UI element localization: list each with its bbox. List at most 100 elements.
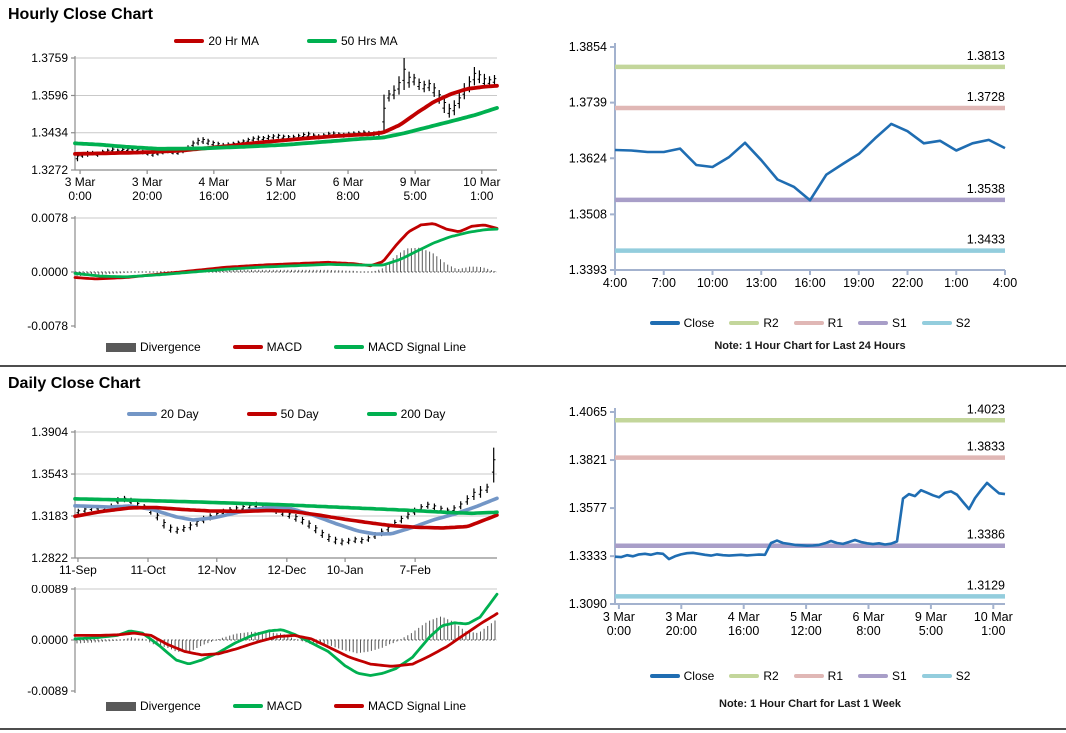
svg-text:1.3813: 1.3813 bbox=[967, 49, 1005, 63]
svg-text:16:00: 16:00 bbox=[794, 276, 825, 290]
svg-text:16:00: 16:00 bbox=[199, 189, 229, 203]
svg-text:-0.0089: -0.0089 bbox=[27, 684, 68, 697]
svg-text:19:00: 19:00 bbox=[843, 276, 874, 290]
svg-text:5 Mar: 5 Mar bbox=[790, 610, 822, 624]
legend-item-r2: R2 bbox=[729, 669, 779, 683]
svg-text:1.3833: 1.3833 bbox=[967, 440, 1005, 454]
legend-label: S2 bbox=[955, 316, 971, 330]
legend-swatch bbox=[334, 704, 364, 708]
legend-label: Close bbox=[683, 669, 715, 683]
legend-item-20-hr-ma: 20 Hr MA bbox=[174, 34, 259, 48]
hourly-pivot-note: Note: 1 Hour Chart for Last 24 Hours bbox=[714, 340, 906, 352]
legend-item-s1: S1 bbox=[858, 669, 907, 683]
svg-text:-0.0078: -0.0078 bbox=[27, 319, 68, 333]
hourly-pivot-section: 1.3854 1.3739 1.3624 1.3508 1.3393 4:00 7:00 10… bbox=[533, 0, 1066, 365]
svg-text:1.3508: 1.3508 bbox=[569, 207, 607, 221]
daily-macd-legend: Divergence MACD MACD Signal Line bbox=[75, 699, 497, 713]
legend-item-macd: MACD bbox=[232, 699, 302, 713]
svg-text:12-Dec: 12-Dec bbox=[268, 563, 307, 577]
svg-text:1.2822: 1.2822 bbox=[31, 551, 68, 565]
svg-text:1.3596: 1.3596 bbox=[31, 88, 68, 102]
svg-text:7:00: 7:00 bbox=[652, 276, 676, 290]
svg-text:4:00: 4:00 bbox=[993, 276, 1017, 290]
legend-label: 200 Day bbox=[400, 407, 446, 421]
legend-label: R1 bbox=[827, 316, 843, 330]
legend-swatch bbox=[921, 674, 952, 678]
legend-swatch bbox=[126, 412, 157, 416]
svg-text:6 Mar: 6 Mar bbox=[333, 175, 364, 189]
legend-label: S1 bbox=[892, 316, 907, 330]
svg-text:0.0089: 0.0089 bbox=[31, 585, 68, 596]
legend-item-close: Close bbox=[649, 669, 715, 683]
legend-item-macd: MACD bbox=[232, 340, 302, 354]
legend-swatch bbox=[307, 39, 337, 43]
svg-text:4 Mar: 4 Mar bbox=[198, 175, 229, 189]
svg-text:1:00: 1:00 bbox=[944, 276, 968, 290]
legend-item-r1: R1 bbox=[793, 316, 843, 330]
hourly-pivot-legend: Close R2 R1 S1 S2 bbox=[615, 316, 1005, 330]
svg-text:12-Nov: 12-Nov bbox=[197, 563, 236, 577]
legend-item-macd-signal-line: MACD Signal Line bbox=[334, 340, 466, 354]
svg-text:1.3386: 1.3386 bbox=[967, 528, 1005, 542]
svg-text:4:00: 4:00 bbox=[603, 276, 627, 290]
svg-text:8:00: 8:00 bbox=[336, 189, 360, 203]
weekly-pivot-note: Note: 1 Hour Chart for Last 1 Week bbox=[719, 698, 901, 710]
legend-item-s1: S1 bbox=[858, 316, 907, 330]
svg-text:10-Jan: 10-Jan bbox=[327, 563, 364, 577]
legend-item-r2: R2 bbox=[729, 316, 779, 330]
legend-item-50-hrs-ma: 50 Hrs MA bbox=[307, 34, 398, 48]
svg-text:3 Mar: 3 Mar bbox=[665, 610, 697, 624]
svg-text:1.3854: 1.3854 bbox=[569, 40, 607, 54]
legend-swatch bbox=[858, 674, 888, 678]
daily-close-title: Daily Close Chart bbox=[8, 375, 141, 392]
svg-text:1.3538: 1.3538 bbox=[967, 182, 1005, 196]
svg-text:1.3333: 1.3333 bbox=[569, 549, 607, 563]
svg-text:20:00: 20:00 bbox=[666, 624, 697, 638]
svg-text:1.3434: 1.3434 bbox=[31, 126, 68, 140]
svg-text:10:00: 10:00 bbox=[697, 276, 728, 290]
svg-text:1.4023: 1.4023 bbox=[967, 402, 1005, 416]
legend-swatch bbox=[793, 321, 824, 325]
legend-item-close: Close bbox=[649, 316, 714, 330]
svg-text:5:00: 5:00 bbox=[919, 624, 943, 638]
svg-text:1.3904: 1.3904 bbox=[31, 425, 68, 439]
legend-swatch bbox=[105, 701, 136, 711]
bottom-divider bbox=[0, 728, 1066, 730]
legend-swatch bbox=[729, 674, 760, 678]
svg-text:3 Mar: 3 Mar bbox=[65, 175, 96, 189]
svg-text:1.3433: 1.3433 bbox=[967, 233, 1005, 247]
svg-text:1.3183: 1.3183 bbox=[31, 509, 68, 523]
svg-text:0.0000: 0.0000 bbox=[31, 633, 68, 647]
hourly-close-title: Hourly Close Chart bbox=[8, 6, 153, 23]
legend-item-s2: S2 bbox=[921, 669, 971, 683]
svg-text:10 Mar: 10 Mar bbox=[463, 175, 500, 189]
legend-item-divergence: Divergence bbox=[105, 340, 201, 354]
legend-swatch bbox=[366, 412, 397, 416]
svg-text:1.3739: 1.3739 bbox=[569, 96, 607, 110]
svg-text:0.0000: 0.0000 bbox=[31, 265, 68, 279]
legend-label: MACD Signal Line bbox=[368, 699, 467, 713]
legend-label: S2 bbox=[955, 669, 971, 683]
svg-text:11-Sep: 11-Sep bbox=[59, 563, 97, 577]
legend-swatch bbox=[174, 39, 205, 43]
svg-text:1.3624: 1.3624 bbox=[569, 151, 607, 165]
svg-text:1.3577: 1.3577 bbox=[569, 501, 607, 515]
legend-item-50-day: 50 Day bbox=[246, 407, 319, 421]
hourly-macd-legend: Divergence MACD MACD Signal Line bbox=[75, 340, 497, 354]
svg-text:1:00: 1:00 bbox=[470, 189, 494, 203]
svg-text:1.3821: 1.3821 bbox=[569, 453, 607, 467]
svg-text:1.3728: 1.3728 bbox=[967, 90, 1005, 104]
legend-swatch bbox=[246, 412, 277, 416]
svg-text:11-Oct: 11-Oct bbox=[130, 563, 166, 577]
svg-text:1.4065: 1.4065 bbox=[569, 405, 607, 419]
legend-swatch bbox=[232, 345, 263, 349]
legend-label: MACD Signal Line bbox=[368, 340, 467, 354]
weekly-pivot-section: 1.4065 1.3821 1.3577 1.3333 1.3090 3 Mar 0:00 3… bbox=[533, 367, 1066, 728]
daily-close-legend: 20 Day 50 Day 200 Day bbox=[75, 407, 497, 421]
hourly-close-section: Hourly Close Chart 20 Hr MA 50 Hrs MA 1.3… bbox=[0, 0, 512, 365]
legend-item-macd-signal-line: MACD Signal Line bbox=[334, 699, 466, 713]
legend-item-20-day: 20 Day bbox=[126, 407, 199, 421]
svg-text:22:00: 22:00 bbox=[892, 276, 923, 290]
